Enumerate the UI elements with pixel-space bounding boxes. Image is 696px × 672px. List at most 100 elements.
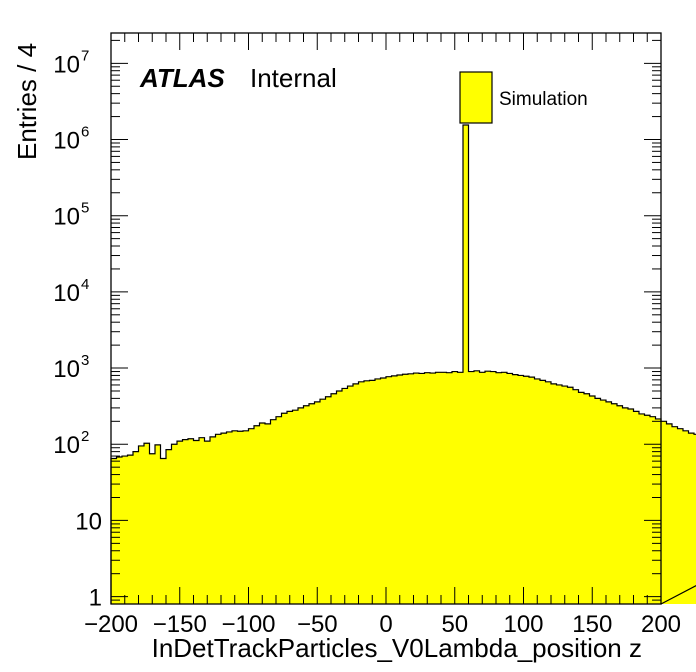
histogram-bin: [210, 436, 216, 604]
histogram-bin: [606, 401, 612, 604]
y-tick-exponent: 3: [81, 352, 89, 369]
histogram-bin: [655, 418, 662, 604]
histogram-bin: [507, 373, 513, 604]
histogram-bin: [474, 370, 480, 604]
x-tick-label: 50: [441, 611, 468, 638]
histogram-bin: [138, 445, 145, 604]
histogram-bin: [512, 374, 519, 604]
histogram-bin: [270, 419, 277, 604]
histogram-bin: [314, 401, 321, 604]
histogram-bin: [479, 372, 486, 604]
histogram-bin: [177, 441, 183, 604]
x-tick-label: −50: [297, 611, 338, 638]
histogram-bin: [353, 383, 359, 604]
histogram-bin: [639, 413, 645, 604]
histogram-bin: [567, 387, 574, 604]
histogram-bin: [276, 416, 282, 604]
histogram-bin: [628, 409, 634, 604]
histogram-bin: [633, 411, 640, 604]
histogram-bin: [122, 456, 128, 604]
histogram-bin: [589, 395, 596, 604]
histogram-bin: [243, 430, 249, 604]
y-tick-exponent: 6: [81, 124, 89, 141]
histogram-bin: [556, 384, 563, 604]
histogram-bin: [380, 378, 387, 604]
histogram-bin: [127, 455, 134, 604]
y-tick-label: 10: [75, 508, 102, 535]
histogram-bin: [452, 371, 458, 604]
axis-ticks: [110, 33, 662, 605]
histogram-bin: [320, 399, 326, 604]
y-tick-exponent: 5: [81, 200, 89, 217]
histogram-bin: [457, 372, 464, 604]
x-tick-label: −100: [221, 611, 275, 638]
histogram-bin: [485, 371, 491, 604]
histogram-bin: [551, 383, 557, 604]
histogram-bin: [584, 393, 590, 604]
histogram-bin: [688, 433, 695, 604]
histogram-bin: [408, 373, 414, 604]
histogram-bin: [342, 388, 348, 604]
histogram-bin: [595, 398, 601, 604]
histogram-bin: [232, 430, 238, 604]
y-tick-label: 10: [53, 51, 80, 78]
y-tick-label: 10: [53, 280, 80, 307]
x-axis-label: InDetTrackParticles_V0Lambda_position z: [152, 633, 642, 663]
histogram-bin: [430, 373, 436, 604]
histogram-bin: [496, 372, 502, 604]
histogram-bin: [523, 376, 530, 604]
histogram-bin: [171, 444, 178, 604]
x-tick-label: 0: [379, 611, 392, 638]
histogram-bin: [611, 403, 618, 604]
histogram-bin: [364, 380, 370, 604]
histogram-bin: [534, 378, 541, 604]
histogram-bin: [298, 407, 304, 604]
y-tick-exponent: 7: [81, 47, 89, 64]
histogram-bin: [336, 390, 343, 604]
histogram-bin: [369, 380, 376, 604]
y-tick-exponent: 4: [81, 276, 89, 293]
histogram-bin: [259, 423, 266, 604]
histogram-bin: [397, 375, 403, 604]
histogram-bin: [199, 437, 205, 604]
y-tick-label: 10: [53, 356, 80, 383]
x-tick-labels: −200 −150 −100 −50 0 50 100 150 200: [84, 611, 681, 638]
histogram-bin: [133, 451, 139, 604]
histogram-bin: [683, 430, 689, 604]
histogram-bin: [529, 377, 535, 604]
histogram-bin: [193, 440, 200, 604]
internal-label: Internal: [250, 63, 337, 93]
histogram-bin: [402, 374, 409, 604]
histogram-bin: [677, 428, 684, 604]
histogram-bin: [166, 449, 172, 604]
histogram-bin: [221, 433, 227, 604]
legend-swatch: [459, 71, 493, 124]
histogram-bin: [226, 431, 233, 604]
histogram-bin: [331, 393, 337, 604]
histogram-bin: [391, 375, 398, 604]
histogram-bin: [287, 411, 293, 604]
histogram-bin: [386, 376, 392, 604]
y-tick-label: 1: [89, 585, 102, 612]
histogram-bin: [292, 410, 299, 604]
histogram-bin: [441, 372, 447, 604]
histogram-outline: [110, 124, 696, 605]
histogram-bin: [573, 389, 579, 604]
y-tick-label: 10: [53, 432, 80, 459]
histogram-bin: [111, 458, 117, 604]
histogram-bin: [325, 396, 332, 604]
x-tick-label: 200: [641, 611, 681, 638]
histogram-bin: [468, 371, 475, 604]
histogram-bin: [215, 434, 222, 604]
legend-label: Simulation: [499, 89, 588, 110]
y-tick-label: 10: [53, 204, 80, 231]
histogram-bin: [501, 372, 508, 604]
histogram-bin: [248, 428, 255, 604]
histogram-bin: [694, 434, 696, 604]
y-axis-label: Entries / 4: [12, 43, 42, 160]
histogram-bin: [358, 381, 365, 604]
histogram-bin: [661, 421, 667, 604]
histogram-bin: [672, 426, 678, 604]
histogram-bin: [265, 423, 271, 604]
